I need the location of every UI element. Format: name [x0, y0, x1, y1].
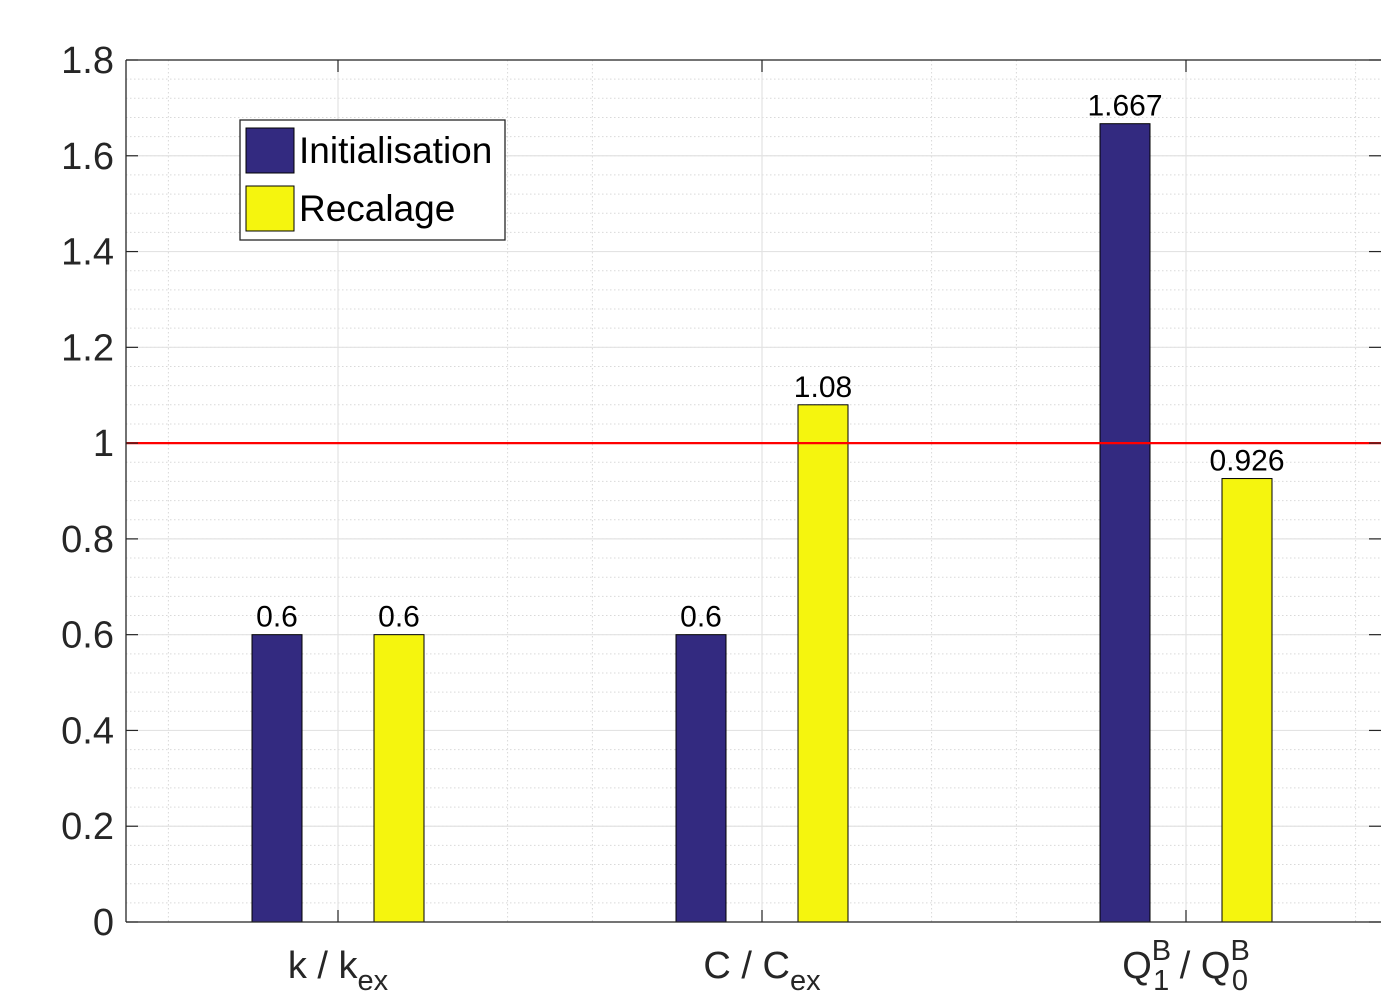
legend-swatch [245, 127, 295, 174]
y-tick-label: 1.4 [61, 232, 114, 274]
x-tick-label-sup: B [1230, 935, 1249, 967]
data-label: 1.08 [794, 371, 852, 404]
y-tick-label: 0.2 [61, 806, 114, 848]
bar-recalage [1221, 478, 1273, 923]
x-tick-label-sup: B [1152, 935, 1171, 967]
legend-label: Recalage [299, 188, 455, 229]
data-label: 0.6 [680, 601, 722, 634]
x-tick-label: k / kex [288, 945, 389, 994]
x-tick-label-main: C / C [703, 945, 790, 987]
y-tick-label: 1 [93, 423, 114, 465]
y-tick-label: 1.2 [61, 327, 114, 369]
x-tick-label-sub: 1 [1153, 965, 1169, 994]
x-tick-label: QB 1 / QB 0 [1122, 935, 1250, 994]
data-label: 1.667 [1087, 90, 1162, 123]
x-tick-label-sub: ex [358, 965, 389, 994]
x-tick-label-sub: ex [790, 965, 821, 994]
legend: Initialisation Recalage [239, 119, 506, 241]
legend-swatch [245, 185, 295, 232]
x-tick-label-main: k / k [288, 945, 359, 987]
bar-initialisation [251, 634, 303, 923]
y-tick-label: 0 [93, 902, 114, 944]
data-label: 0.6 [256, 601, 298, 634]
legend-label: Initialisation [299, 130, 492, 171]
y-tick-label: 0.4 [61, 710, 114, 752]
x-tick-label-main: Q [1122, 945, 1152, 987]
axes: 00.20.40.60.811.21.41.61.8k / kex C / Cex… [61, 40, 1381, 994]
bars [251, 123, 1273, 923]
y-tick-label: 1.6 [61, 136, 114, 178]
x-tick-label: C / Cex [703, 945, 821, 994]
bar-recalage [373, 634, 425, 923]
y-tick-label: 1.8 [61, 40, 114, 82]
x-tick-label-sub: 0 [1232, 965, 1248, 994]
data-label: 0.6 [378, 601, 420, 634]
bar-recalage [797, 404, 849, 923]
x-tick-label-main: / Q [1169, 945, 1230, 987]
bar-initialisation [1099, 123, 1151, 923]
bar-initialisation [675, 634, 727, 923]
data-labels: 0.6 0.6 1.667 0.6 1.08 0.926 [256, 90, 1284, 634]
y-tick-label: 0.8 [61, 519, 114, 561]
y-tick-label: 0.6 [61, 615, 114, 657]
data-label: 0.926 [1209, 445, 1284, 478]
